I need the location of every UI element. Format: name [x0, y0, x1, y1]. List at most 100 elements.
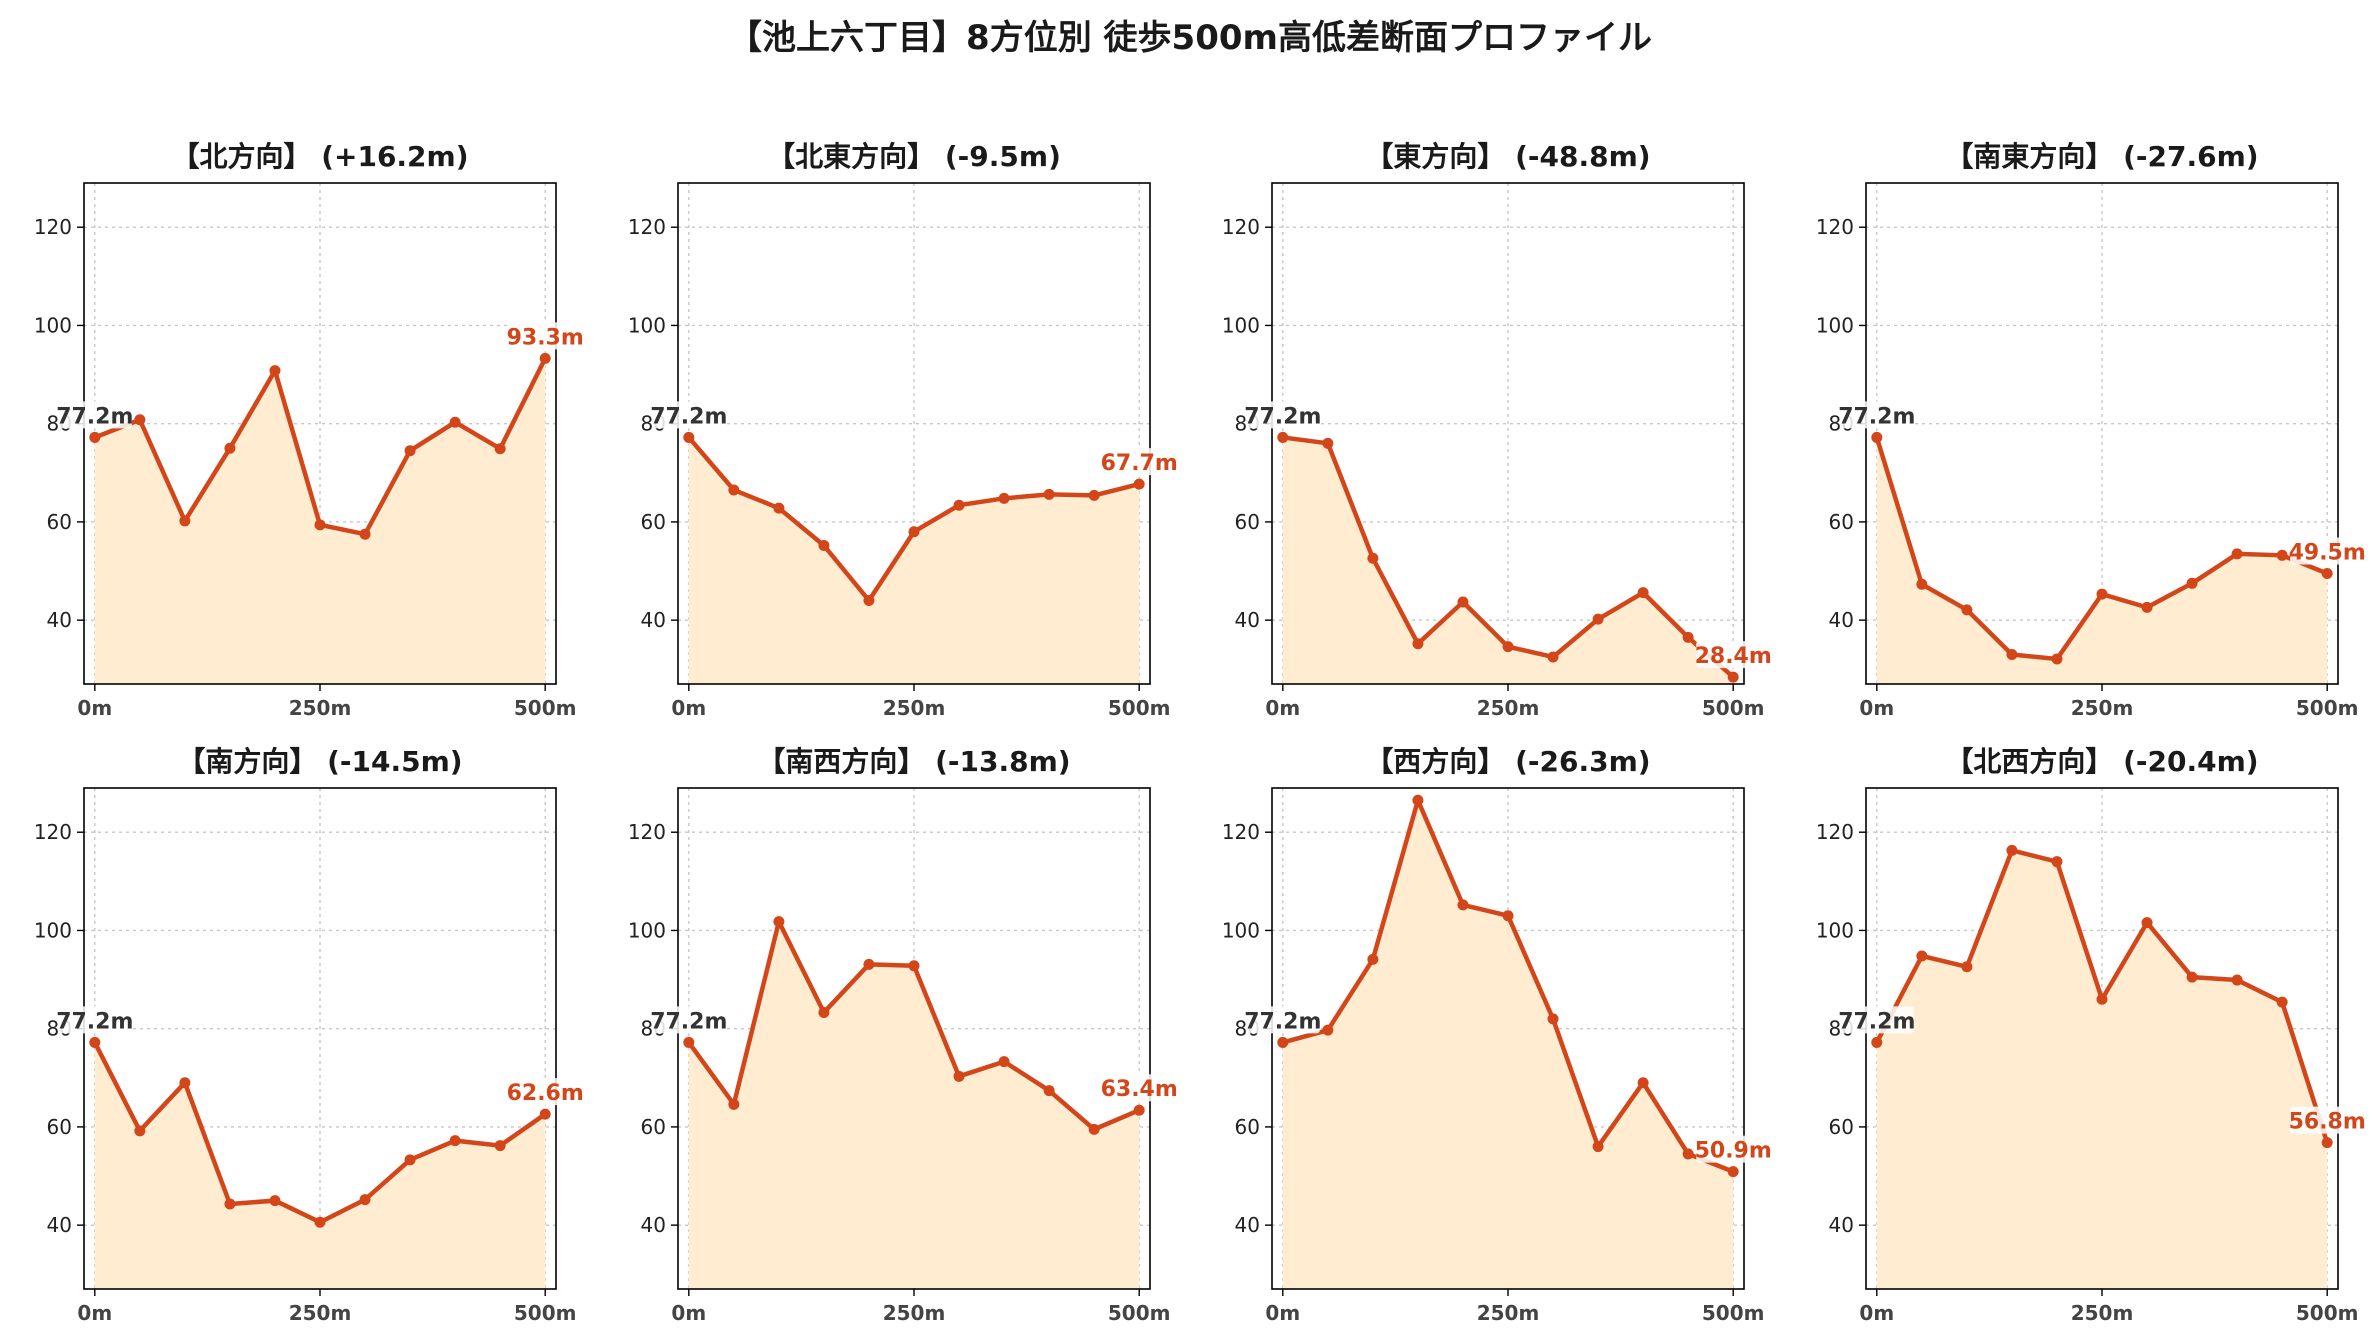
y-tick-label: 100 — [1222, 313, 1260, 337]
y-tick-label: 40 — [1235, 1213, 1260, 1237]
start-elevation-label: 77.2m — [650, 1009, 727, 1034]
end-label-bg — [2290, 1106, 2365, 1134]
data-point — [2051, 856, 2063, 868]
end-label-bg — [2290, 537, 2365, 565]
y-tick-label: 100 — [628, 313, 666, 337]
chart-panel-1: 4060801001200m250m500m【北東方向】 (-9.5m)77.2… — [628, 140, 1178, 720]
data-point — [2321, 1137, 2333, 1149]
start-elevation-label: 77.2m — [56, 1009, 133, 1034]
area-fill — [688, 921, 1140, 1289]
data-point — [2276, 549, 2288, 561]
start-elevation-label: 77.2m — [1244, 1009, 1321, 1034]
data-point — [1502, 641, 1514, 653]
data-point — [449, 1135, 461, 1147]
data-point — [998, 1056, 1010, 1068]
x-tick-label: 250m — [883, 696, 946, 720]
data-point — [89, 1036, 101, 1048]
data-point — [1682, 631, 1694, 643]
data-point — [2231, 548, 2243, 560]
data-point — [1457, 899, 1469, 911]
y-tick-label: 40 — [1829, 1213, 1854, 1237]
data-point — [773, 502, 785, 514]
chart-panel-7: 4060801001200m250m500m【北西方向】 (-20.4m)77.… — [1816, 745, 2366, 1325]
panel-title: 【南東方向】 (-27.6m) — [1945, 140, 2258, 173]
data-point — [863, 958, 875, 970]
y-tick-label: 40 — [641, 608, 666, 632]
data-point — [863, 595, 875, 606]
data-point — [179, 515, 191, 527]
y-tick-label: 60 — [1235, 1115, 1260, 1139]
data-point — [404, 1154, 416, 1166]
data-point — [1961, 604, 1973, 616]
data-point — [1961, 961, 1973, 973]
data-point — [1547, 651, 1559, 663]
end-label-bg — [1102, 448, 1177, 476]
data-point — [683, 1036, 695, 1048]
data-point — [2141, 917, 2153, 929]
data-point — [494, 443, 506, 455]
start-label-bg — [1245, 401, 1320, 429]
end-elevation-label: 63.4m — [1101, 1077, 1178, 1102]
data-point — [1088, 1123, 1100, 1135]
end-label-bg — [1102, 1074, 1177, 1102]
y-tick-label: 60 — [641, 1115, 666, 1139]
y-tick-label: 120 — [1222, 215, 1260, 239]
start-elevation-label: 77.2m — [56, 404, 133, 429]
y-tick-label: 120 — [628, 820, 666, 844]
data-point — [1277, 1036, 1289, 1048]
data-point — [494, 1140, 506, 1152]
data-point — [953, 1070, 965, 1082]
y-tick-label: 100 — [1222, 918, 1260, 942]
start-elevation-label: 77.2m — [1838, 404, 1915, 429]
data-point — [2096, 588, 2108, 600]
data-point — [539, 352, 551, 364]
data-point — [953, 499, 965, 511]
data-point — [134, 414, 146, 426]
area-fill — [94, 358, 546, 684]
data-point — [1871, 431, 1883, 443]
data-point — [1043, 1085, 1055, 1097]
data-point — [1133, 478, 1145, 490]
end-label-bg — [1696, 1135, 1771, 1163]
data-point — [683, 431, 695, 443]
data-point — [1916, 950, 1928, 962]
panel-title: 【南方向】 (-14.5m) — [177, 745, 462, 778]
data-point — [773, 916, 785, 928]
x-tick-label: 0m — [1859, 696, 1894, 720]
data-point — [2051, 653, 2063, 665]
area-fill — [688, 437, 1140, 684]
y-tick-label: 40 — [47, 608, 72, 632]
figure-title: 【池上六丁目】8方位別 徒歩500m高低差断面プロファイル — [728, 18, 1652, 58]
data-point — [89, 431, 101, 443]
data-point — [998, 492, 1010, 504]
data-point — [1916, 578, 1928, 590]
x-tick-label: 250m — [2071, 696, 2134, 720]
x-tick-label: 500m — [514, 1301, 577, 1325]
data-point — [2096, 993, 2108, 1005]
data-point — [224, 442, 236, 454]
data-point — [1367, 953, 1379, 965]
chart-panel-0: 4060801001200m250m500m【北方向】 (+16.2m)77.2… — [34, 140, 584, 720]
data-point — [134, 1125, 146, 1137]
chart-panel-5: 4060801001200m250m500m【南西方向】 (-13.8m)77.… — [628, 745, 1178, 1325]
data-point — [2321, 567, 2333, 579]
x-tick-label: 0m — [671, 1301, 706, 1325]
y-tick-label: 120 — [34, 215, 72, 239]
data-point — [539, 1108, 551, 1120]
end-elevation-label: 28.4m — [1695, 644, 1772, 669]
y-tick-label: 100 — [1816, 313, 1854, 337]
data-point — [179, 1077, 191, 1089]
data-point — [728, 1098, 740, 1110]
data-point — [1727, 1166, 1739, 1178]
chart-panel-2: 4060801001200m250m500m【東方向】 (-48.8m)77.2… — [1222, 140, 1772, 720]
x-tick-label: 250m — [883, 1301, 946, 1325]
end-elevation-label: 93.3m — [507, 325, 584, 350]
data-point — [359, 1194, 371, 1206]
y-tick-label: 100 — [1816, 918, 1854, 942]
x-tick-label: 0m — [1859, 1301, 1894, 1325]
end-label-bg — [508, 1078, 583, 1106]
start-elevation-label: 77.2m — [650, 404, 727, 429]
data-point — [1367, 552, 1379, 564]
data-point — [449, 416, 461, 428]
end-elevation-label: 62.6m — [507, 1081, 584, 1106]
